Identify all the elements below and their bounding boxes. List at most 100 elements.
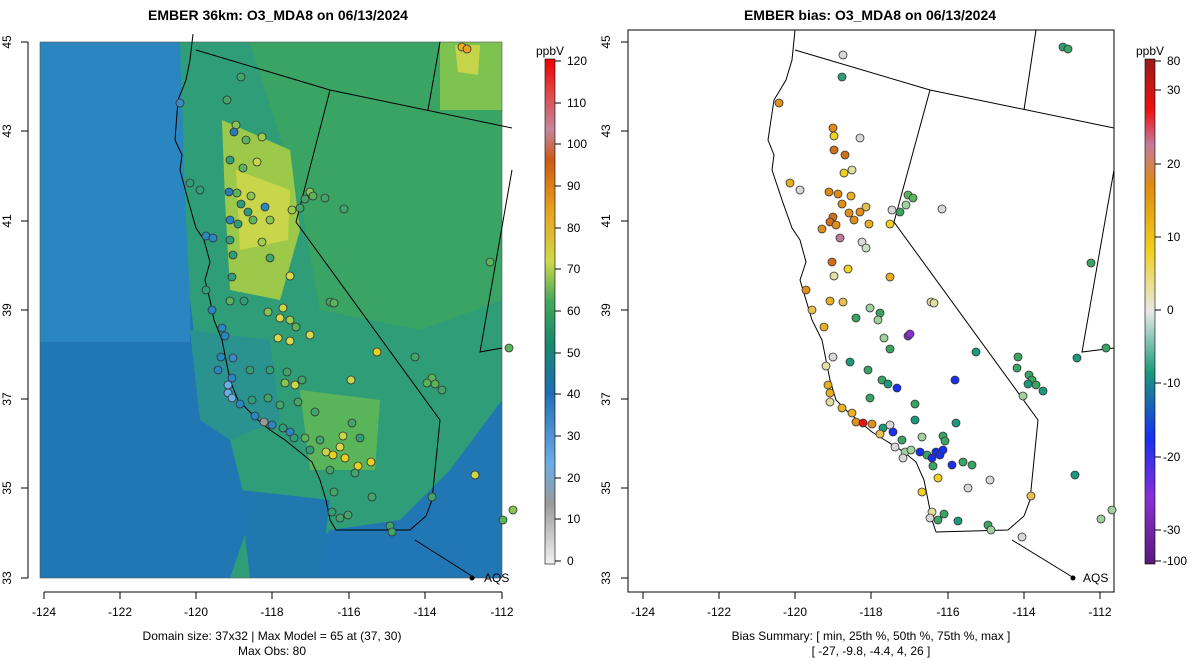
- station-marker: [422, 378, 432, 388]
- station-marker: [267, 420, 277, 430]
- left-state-border-east: [479, 169, 513, 353]
- station-marker: [828, 123, 838, 133]
- station-marker: [343, 510, 353, 520]
- station-marker: [222, 95, 232, 105]
- station-marker: [346, 375, 356, 385]
- station-marker: [864, 219, 874, 229]
- station-marker: [835, 233, 845, 243]
- x-tick-label: -116: [337, 605, 360, 619]
- right-state-border-east: [1081, 169, 1114, 353]
- station-marker: [315, 435, 325, 445]
- station-marker: [220, 331, 230, 341]
- station-marker: [263, 307, 273, 317]
- aqs-legend-dot: [1070, 575, 1076, 581]
- station-marker: [1017, 532, 1027, 542]
- station-marker: [504, 343, 514, 353]
- colorbar-tick-label: 100: [567, 137, 587, 151]
- station-marker: [940, 436, 950, 446]
- station-marker: [905, 329, 915, 339]
- station-marker: [833, 189, 843, 199]
- x-tick-label: -114: [413, 605, 436, 619]
- station-marker: [430, 379, 440, 389]
- x-tick-label: -118: [859, 605, 882, 619]
- station-marker: [885, 272, 895, 282]
- station-marker: [367, 492, 377, 502]
- station-marker: [795, 185, 805, 195]
- right-y-axis: [621, 41, 628, 579]
- station-marker: [901, 200, 911, 210]
- station-marker: [410, 352, 420, 362]
- station-marker: [885, 219, 895, 229]
- station-marker: [273, 333, 283, 343]
- left-x-axis: [43, 591, 503, 599]
- y-tick-label: 37: [0, 392, 14, 406]
- right-ca-nv-border: [893, 89, 1039, 517]
- colorbar-gradient: [544, 58, 556, 565]
- station-marker: [939, 509, 949, 519]
- colorbar-tick-label: 120: [567, 54, 587, 68]
- station-marker: [838, 50, 848, 60]
- station-marker: [897, 435, 907, 445]
- left-state-border-ne: [427, 41, 441, 111]
- x-tick-label: -114: [1012, 605, 1035, 619]
- station-marker: [898, 453, 908, 463]
- left-map-frame: [39, 41, 503, 579]
- station-marker: [861, 243, 871, 253]
- station-marker: [1107, 505, 1117, 515]
- station-marker: [855, 207, 865, 217]
- station-marker: [305, 445, 315, 455]
- x-tick-label: -122: [707, 605, 731, 619]
- station-marker: [851, 313, 861, 323]
- x-tick-label: -124: [32, 605, 56, 619]
- right-ca-mx-border: [935, 515, 1025, 533]
- station-marker: [858, 418, 868, 428]
- station-marker: [785, 178, 795, 188]
- station-marker: [831, 220, 841, 230]
- left-ca-nv-border: [295, 89, 441, 517]
- y-tick-label: 41: [0, 214, 14, 228]
- station-marker: [225, 296, 235, 306]
- station-marker: [801, 285, 811, 295]
- right-panel-title: EMBER bias: O3_MDA8 on 06/13/2024: [744, 7, 996, 23]
- station-marker: [829, 145, 839, 155]
- station-marker: [278, 303, 288, 313]
- colorbar-tick-label: -100: [1163, 554, 1187, 568]
- station-marker: [310, 407, 320, 417]
- station-marker: [327, 507, 337, 517]
- station-marker: [213, 365, 223, 375]
- station-marker: [263, 393, 273, 403]
- left-panel-title: EMBER 36km: O3_MDA8 on 06/13/2024: [148, 7, 408, 23]
- aqs-legend-dot: [469, 575, 475, 581]
- station-marker: [387, 527, 397, 537]
- station-marker: [232, 188, 242, 198]
- station-marker: [888, 427, 898, 437]
- station-marker: [837, 72, 847, 82]
- station-marker: [216, 352, 226, 362]
- colorbar-tick-label: 90: [567, 179, 581, 193]
- station-marker: [485, 257, 495, 267]
- station-marker: [847, 165, 857, 175]
- station-marker: [1101, 343, 1111, 353]
- station-marker: [986, 525, 996, 535]
- station-marker: [938, 445, 948, 455]
- y-tick-label: 45: [0, 35, 14, 49]
- x-tick-label: -124: [631, 605, 655, 619]
- station-marker: [933, 515, 943, 525]
- station-marker: [236, 199, 246, 209]
- station-marker: [947, 460, 957, 470]
- right-boundaries: [767, 30, 1114, 579]
- right-coastline: [767, 30, 937, 533]
- station-marker: [300, 194, 310, 204]
- station-marker: [963, 483, 973, 493]
- station-marker: [1072, 353, 1082, 363]
- station-marker: [427, 492, 437, 502]
- station-marker: [252, 157, 262, 167]
- right-state-border-ne: [1023, 30, 1037, 111]
- station-marker: [225, 215, 235, 225]
- station-marker: [325, 465, 335, 475]
- ocean-field-north: [40, 42, 190, 342]
- x-tick-label: -120: [184, 605, 208, 619]
- land-field-north: [250, 42, 502, 330]
- station-marker: [175, 98, 185, 108]
